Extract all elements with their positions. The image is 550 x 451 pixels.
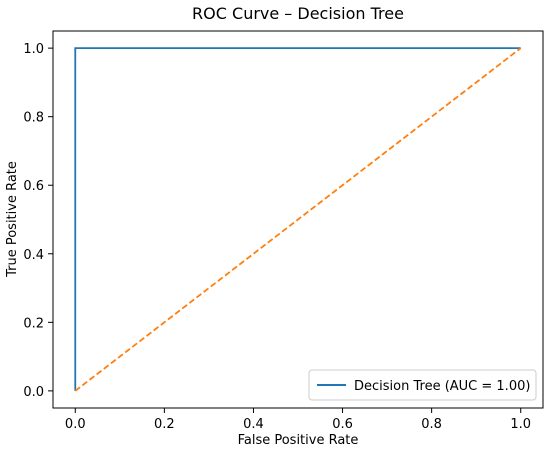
y-tick-label: 0.4 [23,248,44,263]
x-axis-ticks: 0.0 0.2 0.4 0.6 0.8 1.0 [65,408,531,432]
y-axis-label: True Positive Rate [5,161,20,278]
chart-title: ROC Curve – Decision Tree [192,4,404,23]
x-tick-label: 1.0 [510,417,531,432]
legend-entry-decision-tree: Decision Tree (AUC = 1.00) [354,379,530,394]
x-tick-label: 0.2 [154,417,175,432]
x-tick-label: 0.4 [243,417,264,432]
series-layer [74,47,522,392]
y-tick-label: 1.0 [23,42,44,57]
y-tick-label: 0.8 [23,111,44,126]
plot-frame [52,30,544,409]
y-tick-label: 0.0 [23,385,44,400]
legend: Decision Tree (AUC = 1.00) [308,369,537,401]
chance-diagonal-line [74,47,522,392]
legend-box [308,369,537,401]
x-tick-label: 0.6 [332,417,353,432]
y-tick-label: 0.6 [23,179,44,194]
roc-curve-decision-tree [74,47,521,391]
x-tick-label: 0.8 [421,417,442,432]
x-axis-label: False Positive Rate [238,433,359,448]
x-tick-label: 0.0 [65,417,86,432]
y-axis-ticks: 0.0 0.2 0.4 0.6 0.8 1.0 [23,42,53,400]
y-tick-label: 0.2 [23,316,44,331]
